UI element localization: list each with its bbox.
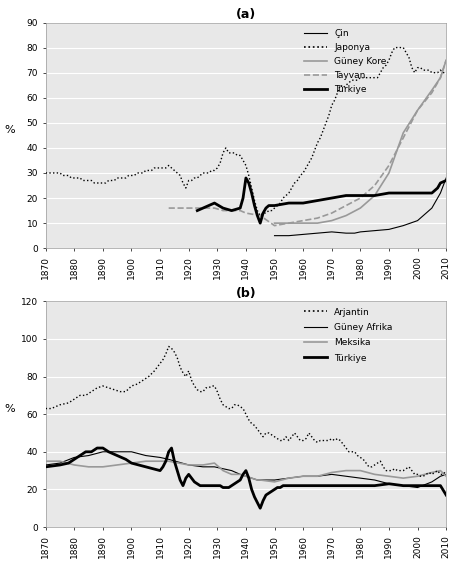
Title: (a): (a)	[236, 8, 256, 22]
Y-axis label: %: %	[4, 125, 15, 135]
Legend: Çin, Japonya, Güney Kore, Tayvan, Türkiye: Çin, Japonya, Güney Kore, Tayvan, Türkiy…	[302, 27, 388, 96]
Y-axis label: %: %	[4, 404, 15, 414]
Legend: Arjantin, Güney Afrika, Meksika, Türkiye: Arjantin, Güney Afrika, Meksika, Türkiye	[302, 306, 394, 365]
Title: (b): (b)	[235, 287, 256, 300]
